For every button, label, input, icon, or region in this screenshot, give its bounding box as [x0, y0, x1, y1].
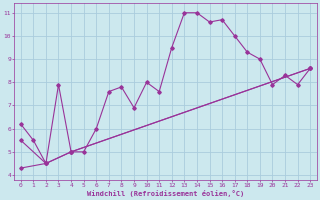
X-axis label: Windchill (Refroidissement éolien,°C): Windchill (Refroidissement éolien,°C) [87, 190, 244, 197]
